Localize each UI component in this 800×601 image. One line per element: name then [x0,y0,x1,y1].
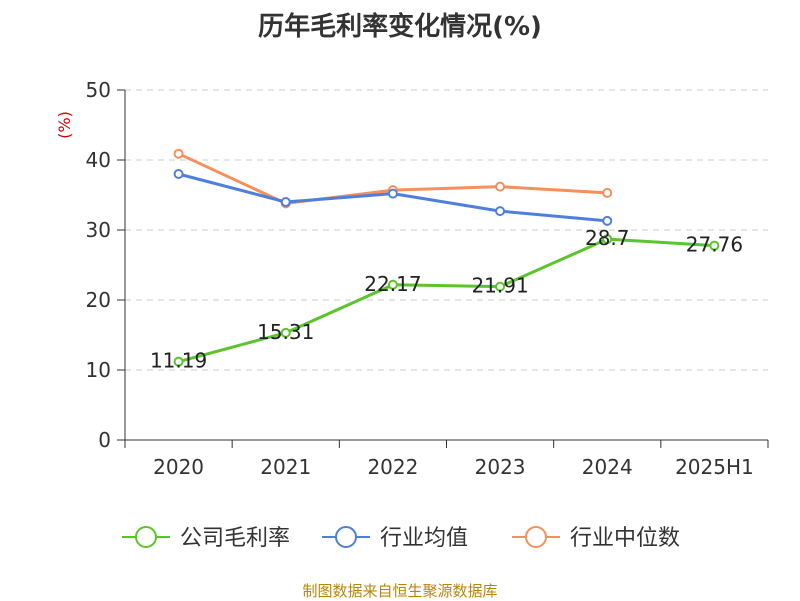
y-tick-label: 10 [86,358,111,382]
legend-label: 行业均值 [380,526,468,551]
data-point [495,206,506,217]
data-point [709,240,720,251]
legend-marker [135,526,157,548]
data-point [602,215,613,226]
grid-lines [125,89,768,371]
x-tick-label: 2025H1 [675,455,754,479]
data-label: 21.91 [471,274,528,298]
data-label: 27.76 [686,233,743,257]
data-label: 28.7 [585,226,630,250]
data-point [280,197,291,207]
x-tick-label: 2020 [153,455,204,479]
data-labels: 11.19 15.31 22.17 21.91 28.7 27.76 [150,226,743,373]
x-tick-label: 2024 [582,455,633,479]
source-note: 制图数据来自恒生聚源数据库 [302,582,498,600]
data-point [602,187,613,198]
data-point [387,188,398,199]
data-point [173,169,184,179]
data-point [173,148,184,159]
data-point [173,356,184,367]
data-point [602,234,613,245]
legend-label: 公司毛利率 [180,526,290,551]
y-tick-label: 0 [98,428,111,452]
x-tick-label: 2022 [367,455,418,479]
y-unit-label: (%) [55,111,74,139]
data-point [495,281,506,292]
series-line [178,237,715,364]
data-label: 15.31 [257,320,314,344]
data-point [387,279,398,290]
data-label: 22.17 [364,272,421,296]
legend-marker [525,526,547,548]
data-label: 11.19 [150,349,207,373]
series-lines [173,148,720,367]
data-point [280,327,291,338]
x-tick-label: 2021 [260,455,311,479]
legend-marker [335,526,357,548]
data-point [495,181,506,192]
axes: 0 10 20 30 40 50 2020 2021 2022 2023 2024 2025H1 [86,78,769,479]
y-tick-label: 50 [86,78,111,102]
y-tick-label: 40 [86,148,111,172]
legend: 公司毛利率 行业均值 行业中位数 [122,526,680,551]
x-tick-label: 2023 [475,455,526,479]
y-tick-label: 20 [86,288,111,312]
chart-title: 历年毛利率变化情况(%) [258,12,542,42]
legend-label: 行业中位数 [570,526,680,551]
y-tick-label: 30 [86,218,111,242]
